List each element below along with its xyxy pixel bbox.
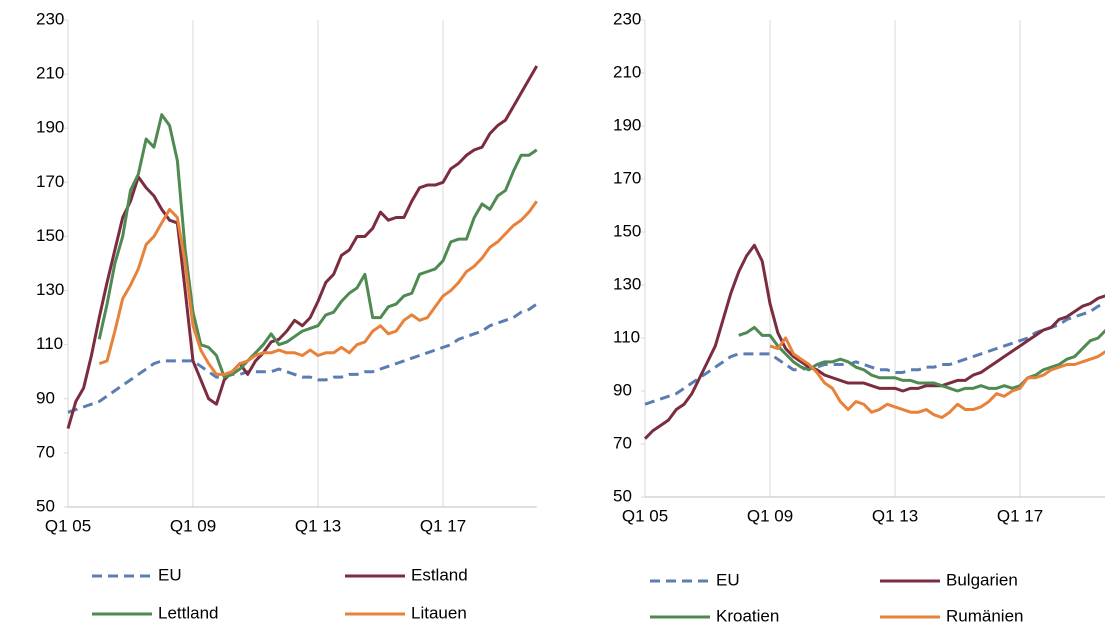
y-tick-label: 150 bbox=[613, 221, 641, 240]
x-tick-label: Q1 13 bbox=[295, 516, 341, 535]
y-tick-label: 170 bbox=[36, 172, 64, 191]
legend-label: Estland bbox=[411, 565, 468, 584]
series-line bbox=[67, 302, 538, 414]
series-line bbox=[643, 243, 1105, 440]
y-tick-label: 50 bbox=[613, 486, 632, 505]
y-tick-label: 150 bbox=[36, 226, 64, 245]
y-tick-label: 210 bbox=[613, 62, 641, 81]
x-tick-label: Q1 13 bbox=[872, 506, 918, 525]
series-line bbox=[644, 302, 1105, 406]
y-tick-label: 230 bbox=[613, 9, 641, 28]
series-line bbox=[66, 65, 539, 429]
y-tick-label: 110 bbox=[613, 327, 640, 346]
legend-label: Lettland bbox=[158, 603, 219, 622]
series-line bbox=[98, 200, 538, 376]
legend-label: Bulgarien bbox=[946, 570, 1018, 589]
y-tick-label: 70 bbox=[36, 442, 55, 461]
x-tick-label: Q1 09 bbox=[747, 506, 793, 525]
legend-label: Litauen bbox=[411, 603, 467, 622]
y-tick-label: 90 bbox=[613, 380, 632, 399]
x-tick-label: Q1 05 bbox=[622, 506, 668, 525]
legend-label: EU bbox=[716, 570, 740, 589]
legend-label: Rumänien bbox=[946, 606, 1024, 625]
x-tick-label: Q1 05 bbox=[45, 516, 91, 535]
y-tick-label: 190 bbox=[613, 115, 641, 134]
y-tick-label: 70 bbox=[613, 433, 632, 452]
series-line bbox=[97, 113, 538, 379]
legend-label: EU bbox=[158, 565, 182, 584]
y-tick-label: 130 bbox=[36, 280, 64, 299]
y-tick-label: 130 bbox=[613, 274, 641, 293]
y-tick-label: 50 bbox=[36, 496, 55, 515]
y-tick-label: 230 bbox=[36, 9, 64, 28]
legend-label: Kroatien bbox=[716, 606, 779, 625]
y-tick-label: 170 bbox=[613, 168, 641, 187]
y-tick-label: 110 bbox=[36, 334, 63, 353]
y-tick-label: 190 bbox=[36, 118, 64, 137]
x-tick-label: Q1 17 bbox=[420, 516, 466, 535]
series-line bbox=[769, 336, 1105, 419]
x-tick-label: Q1 09 bbox=[170, 516, 216, 535]
y-tick-label: 90 bbox=[36, 388, 55, 407]
y-tick-label: 210 bbox=[36, 64, 64, 83]
series-line bbox=[738, 325, 1105, 393]
x-tick-label: Q1 17 bbox=[997, 506, 1043, 525]
